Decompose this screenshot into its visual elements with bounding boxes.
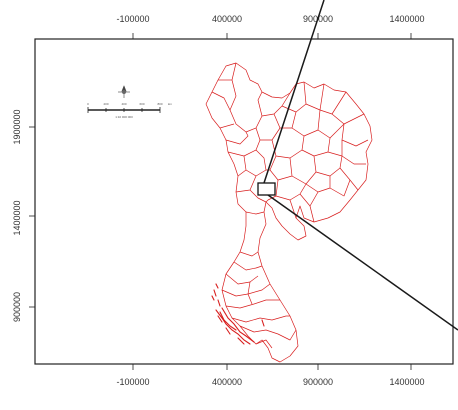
top-tick-label: 400000 bbox=[212, 14, 242, 24]
scale-tick-label: 600 bbox=[139, 102, 144, 106]
scale-caption: 1:10 000 000 bbox=[115, 115, 133, 119]
scale-tick-label: 400 bbox=[121, 102, 126, 106]
bottom-tick-label: -100000 bbox=[116, 377, 149, 387]
map-frame bbox=[34, 38, 454, 365]
top-axis: -100000 400000 900000 1400000 bbox=[116, 14, 425, 39]
bottom-tick-label: 400000 bbox=[212, 377, 242, 387]
left-tick-label: 1400000 bbox=[12, 200, 22, 235]
bottom-tick-label: 900000 bbox=[303, 377, 333, 387]
scale-tick-label: 800 bbox=[157, 102, 162, 106]
scale-unit-label: km bbox=[168, 102, 173, 106]
bottom-axis: -100000 400000 900000 1400000 bbox=[116, 364, 425, 387]
country-boundary bbox=[205, 62, 373, 363]
scale-tick-label: 200 bbox=[103, 102, 108, 106]
study-area-box bbox=[257, 182, 276, 196]
scale-bar: 0 200 400 600 800 km 1:10 000 000 bbox=[87, 102, 172, 119]
top-tick-label: 1400000 bbox=[389, 14, 424, 24]
left-tick-label: 1900000 bbox=[12, 109, 22, 144]
coastal-islands bbox=[211, 283, 265, 345]
left-axis: 1900000 1400000 900000 bbox=[12, 109, 35, 322]
callout-line-bottom bbox=[267, 194, 458, 331]
bottom-tick-label: 1400000 bbox=[389, 377, 424, 387]
top-tick-label: -100000 bbox=[116, 14, 149, 24]
left-tick-label: 900000 bbox=[12, 292, 22, 322]
scale-tick-label: 0 bbox=[87, 102, 89, 106]
compass-rose-icon bbox=[118, 85, 130, 98]
callout-line-top bbox=[263, 0, 325, 184]
